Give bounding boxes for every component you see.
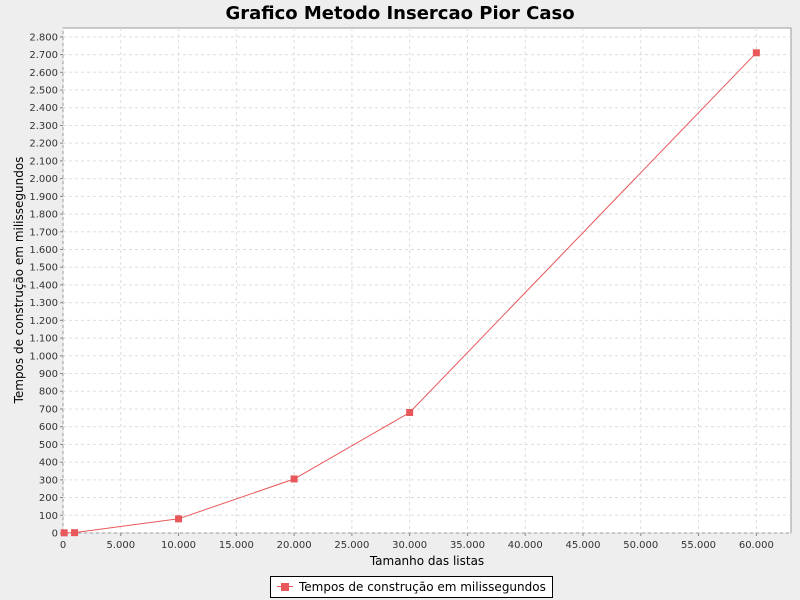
y-tick-label: 300 [39,475,58,486]
data-point [290,475,298,483]
chart-title: Grafico Metodo Insercao Pior Caso [225,3,575,24]
y-tick-label: 1.200 [29,316,58,327]
y-tick-label: 500 [39,440,58,451]
y-tick-label: 2.400 [29,103,58,114]
x-tick-label: 15.000 [219,540,254,551]
grid-layer [62,28,791,534]
x-axis-title: Tamanho das listas [369,554,484,568]
y-tick-label: 2.700 [29,50,58,61]
legend-marker-icon [281,583,289,591]
y-tick-label: 2.200 [29,139,58,150]
legend-label: Tempos de construção em milissegundos [299,580,546,594]
x-tick-label: 10.000 [161,540,196,551]
data-point [406,409,414,417]
y-tick-label: 2.800 [29,32,58,43]
y-tick-label: 1.900 [29,192,58,203]
y-tick-label: 1.000 [29,351,58,362]
x-tick-label: 55.000 [681,540,716,551]
x-tick-label: 60.000 [739,540,774,551]
x-tick-label: 25.000 [334,540,369,551]
y-tick-label: 1.800 [29,210,58,221]
y-tick-label: 1.400 [29,280,58,291]
x-tick-label: 30.000 [392,540,427,551]
y-tick-label: 100 [39,511,58,522]
x-tick-label: 20.000 [277,540,312,551]
y-tick-label: 0 [52,529,58,540]
x-tick-label: 0 [60,540,66,551]
y-tick-label: 200 [39,493,58,504]
y-axis-title: Tempos de construção em milissegundos [12,157,26,405]
y-tick-label: 1.100 [29,334,58,345]
y-tick-label: 1.500 [29,263,58,274]
data-point [175,515,183,523]
x-tick-label: 5.000 [106,540,135,551]
x-tick-label: 35.000 [450,540,485,551]
y-tick-label: 1.700 [29,227,58,238]
plot-area [62,27,792,534]
x-tick-label: 45.000 [566,540,601,551]
y-tick-label: 2.000 [29,174,58,185]
y-tick-label: 600 [39,422,58,433]
y-tick-label: 2.600 [29,68,58,79]
y-tick-label: 400 [39,458,58,469]
y-tick-label: 900 [39,369,58,380]
legend-swatch [277,582,293,592]
series-layer [60,49,760,537]
y-tick-label: 1.300 [29,298,58,309]
y-tick-label: 2.500 [29,86,58,97]
x-tick-label: 50.000 [623,540,658,551]
y-tick-label: 700 [39,404,58,415]
y-tick-label: 800 [39,387,58,398]
axis-layer: 0 100 200 300 400 500 600 700 800 900 1.000 1.100 1.… [29,32,773,551]
legend: Tempos de construção em milissegundos [270,576,553,598]
y-tick-label: 1.600 [29,245,58,256]
y-tick-label: 2.300 [29,121,58,132]
y-tick-label: 2.100 [29,156,58,167]
data-point [752,49,760,57]
x-tick-label: 40.000 [508,540,543,551]
data-point [60,529,68,537]
data-point [71,529,79,537]
